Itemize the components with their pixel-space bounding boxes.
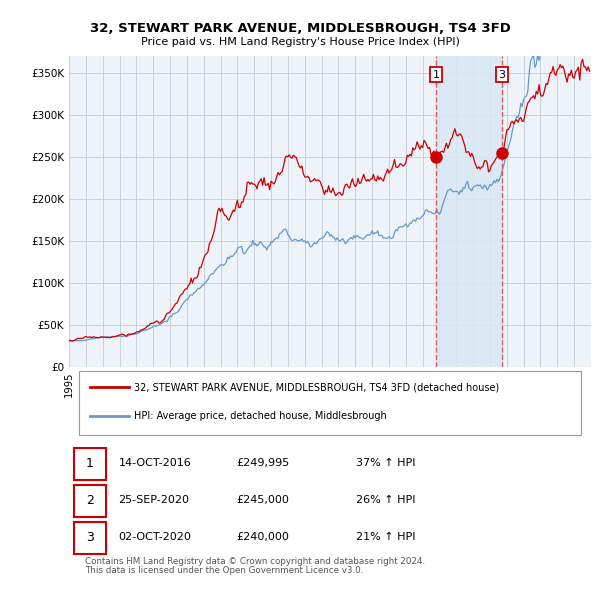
Text: This data is licensed under the Open Government Licence v3.0.: This data is licensed under the Open Gov… [85, 566, 363, 575]
Text: 3: 3 [499, 70, 505, 80]
FancyBboxPatch shape [74, 522, 106, 554]
Text: 32, STEWART PARK AVENUE, MIDDLESBROUGH, TS4 3FD: 32, STEWART PARK AVENUE, MIDDLESBROUGH, … [89, 22, 511, 35]
FancyBboxPatch shape [74, 485, 106, 517]
Text: 26% ↑ HPI: 26% ↑ HPI [356, 495, 416, 505]
Bar [436, 56, 502, 367]
Text: 2: 2 [86, 494, 94, 507]
Text: 25-SEP-2020: 25-SEP-2020 [119, 495, 190, 505]
Text: Price paid vs. HM Land Registry's House Price Index (HPI): Price paid vs. HM Land Registry's House … [140, 37, 460, 47]
Text: 21% ↑ HPI: 21% ↑ HPI [356, 532, 416, 542]
Text: £240,000: £240,000 [236, 532, 289, 542]
FancyBboxPatch shape [79, 371, 581, 435]
Text: 1: 1 [86, 457, 94, 470]
Text: 32, STEWART PARK AVENUE, MIDDLESBROUGH, TS4 3FD (detached house): 32, STEWART PARK AVENUE, MIDDLESBROUGH, … [134, 382, 499, 392]
Text: 37% ↑ HPI: 37% ↑ HPI [356, 458, 416, 468]
FancyBboxPatch shape [74, 448, 106, 480]
Text: 3: 3 [86, 530, 94, 543]
Text: Contains HM Land Registry data © Crown copyright and database right 2024.: Contains HM Land Registry data © Crown c… [85, 556, 425, 565]
Text: £249,995: £249,995 [236, 458, 289, 468]
Text: 14-OCT-2016: 14-OCT-2016 [119, 458, 191, 468]
Text: 1: 1 [433, 70, 439, 80]
Text: HPI: Average price, detached house, Middlesbrough: HPI: Average price, detached house, Midd… [134, 411, 387, 421]
Text: £245,000: £245,000 [236, 495, 289, 505]
Text: 02-OCT-2020: 02-OCT-2020 [119, 532, 191, 542]
